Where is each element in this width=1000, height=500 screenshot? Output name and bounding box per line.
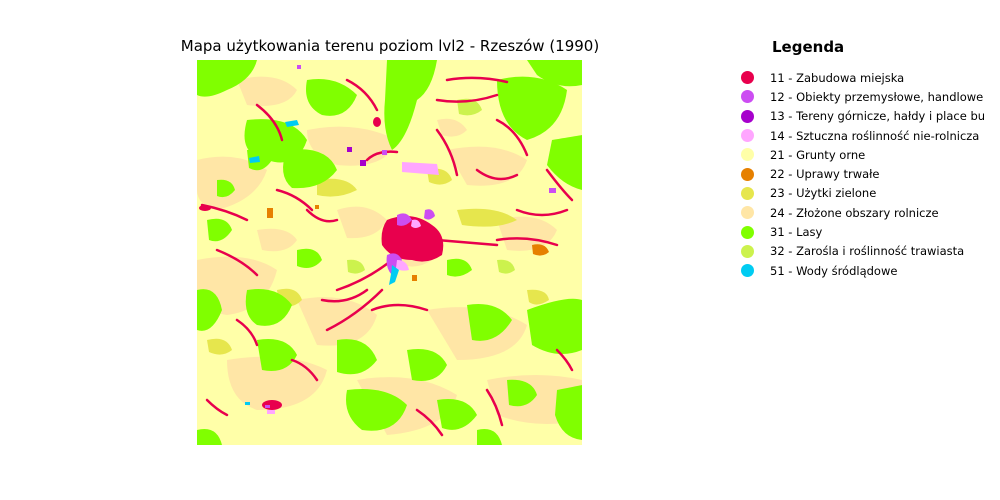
legend-item-permanent-crops: 22 - Uprawy trwałe (741, 164, 1000, 183)
legend-label: 31 - Lasy (770, 225, 822, 239)
legend-label: 51 - Wody śródlądowe (770, 264, 897, 278)
pastures-swatch (741, 187, 754, 200)
legend-label: 32 - Zarośla i roślinność trawiasta (770, 244, 964, 258)
inland-water-swatch (741, 264, 754, 277)
legend-item-urban: 11 - Zabudowa miejska (741, 68, 1000, 87)
heterogeneous-agri-swatch (741, 206, 754, 219)
artificial-vegetation-swatch (741, 129, 754, 142)
shrub-swatch (741, 245, 754, 258)
legend: 11 - Zabudowa miejska 12 - Obiekty przem… (741, 68, 1000, 280)
legend-item-heterogeneous-agri: 24 - Złożone obszary rolnicze (741, 203, 1000, 222)
permanent-crops-swatch (741, 168, 754, 181)
legend-label: 23 - Użytki zielone (770, 186, 876, 200)
legend-label: 11 - Zabudowa miejska (770, 71, 904, 85)
legend-label: 14 - Sztuczna roślinność nie-rolnicza (770, 129, 979, 143)
legend-label: 22 - Uprawy trwałe (770, 167, 880, 181)
industrial-swatch (741, 90, 754, 103)
legend-title: Legenda (772, 38, 844, 56)
arable-swatch (741, 148, 754, 161)
legend-item-industrial: 12 - Obiekty przemysłowe, handlowe (741, 87, 1000, 106)
legend-item-pastures: 23 - Użytki zielone (741, 184, 1000, 203)
land-use-map (197, 60, 582, 445)
legend-label: 12 - Obiekty przemysłowe, handlowe (770, 90, 983, 104)
legend-label: 13 - Tereny górnicze, hałdy i place bu (770, 109, 985, 123)
mining-swatch (741, 110, 754, 123)
map-title: Mapa użytkowania terenu poziom lvl2 - Rz… (140, 37, 640, 55)
legend-item-shrub: 32 - Zarośla i roślinność trawiasta (741, 242, 1000, 261)
legend-item-inland-water: 51 - Wody śródlądowe (741, 261, 1000, 280)
urban-swatch (741, 71, 754, 84)
legend-label: 24 - Złożone obszary rolnicze (770, 206, 939, 220)
legend-label: 21 - Grunty orne (770, 148, 865, 162)
legend-item-forest: 31 - Lasy (741, 222, 1000, 241)
legend-item-artificial-vegetation: 14 - Sztuczna roślinność nie-rolnicza (741, 126, 1000, 145)
forest-swatch (741, 226, 754, 239)
legend-item-mining: 13 - Tereny górnicze, hałdy i place bu (741, 107, 1000, 126)
legend-item-arable: 21 - Grunty orne (741, 145, 1000, 164)
